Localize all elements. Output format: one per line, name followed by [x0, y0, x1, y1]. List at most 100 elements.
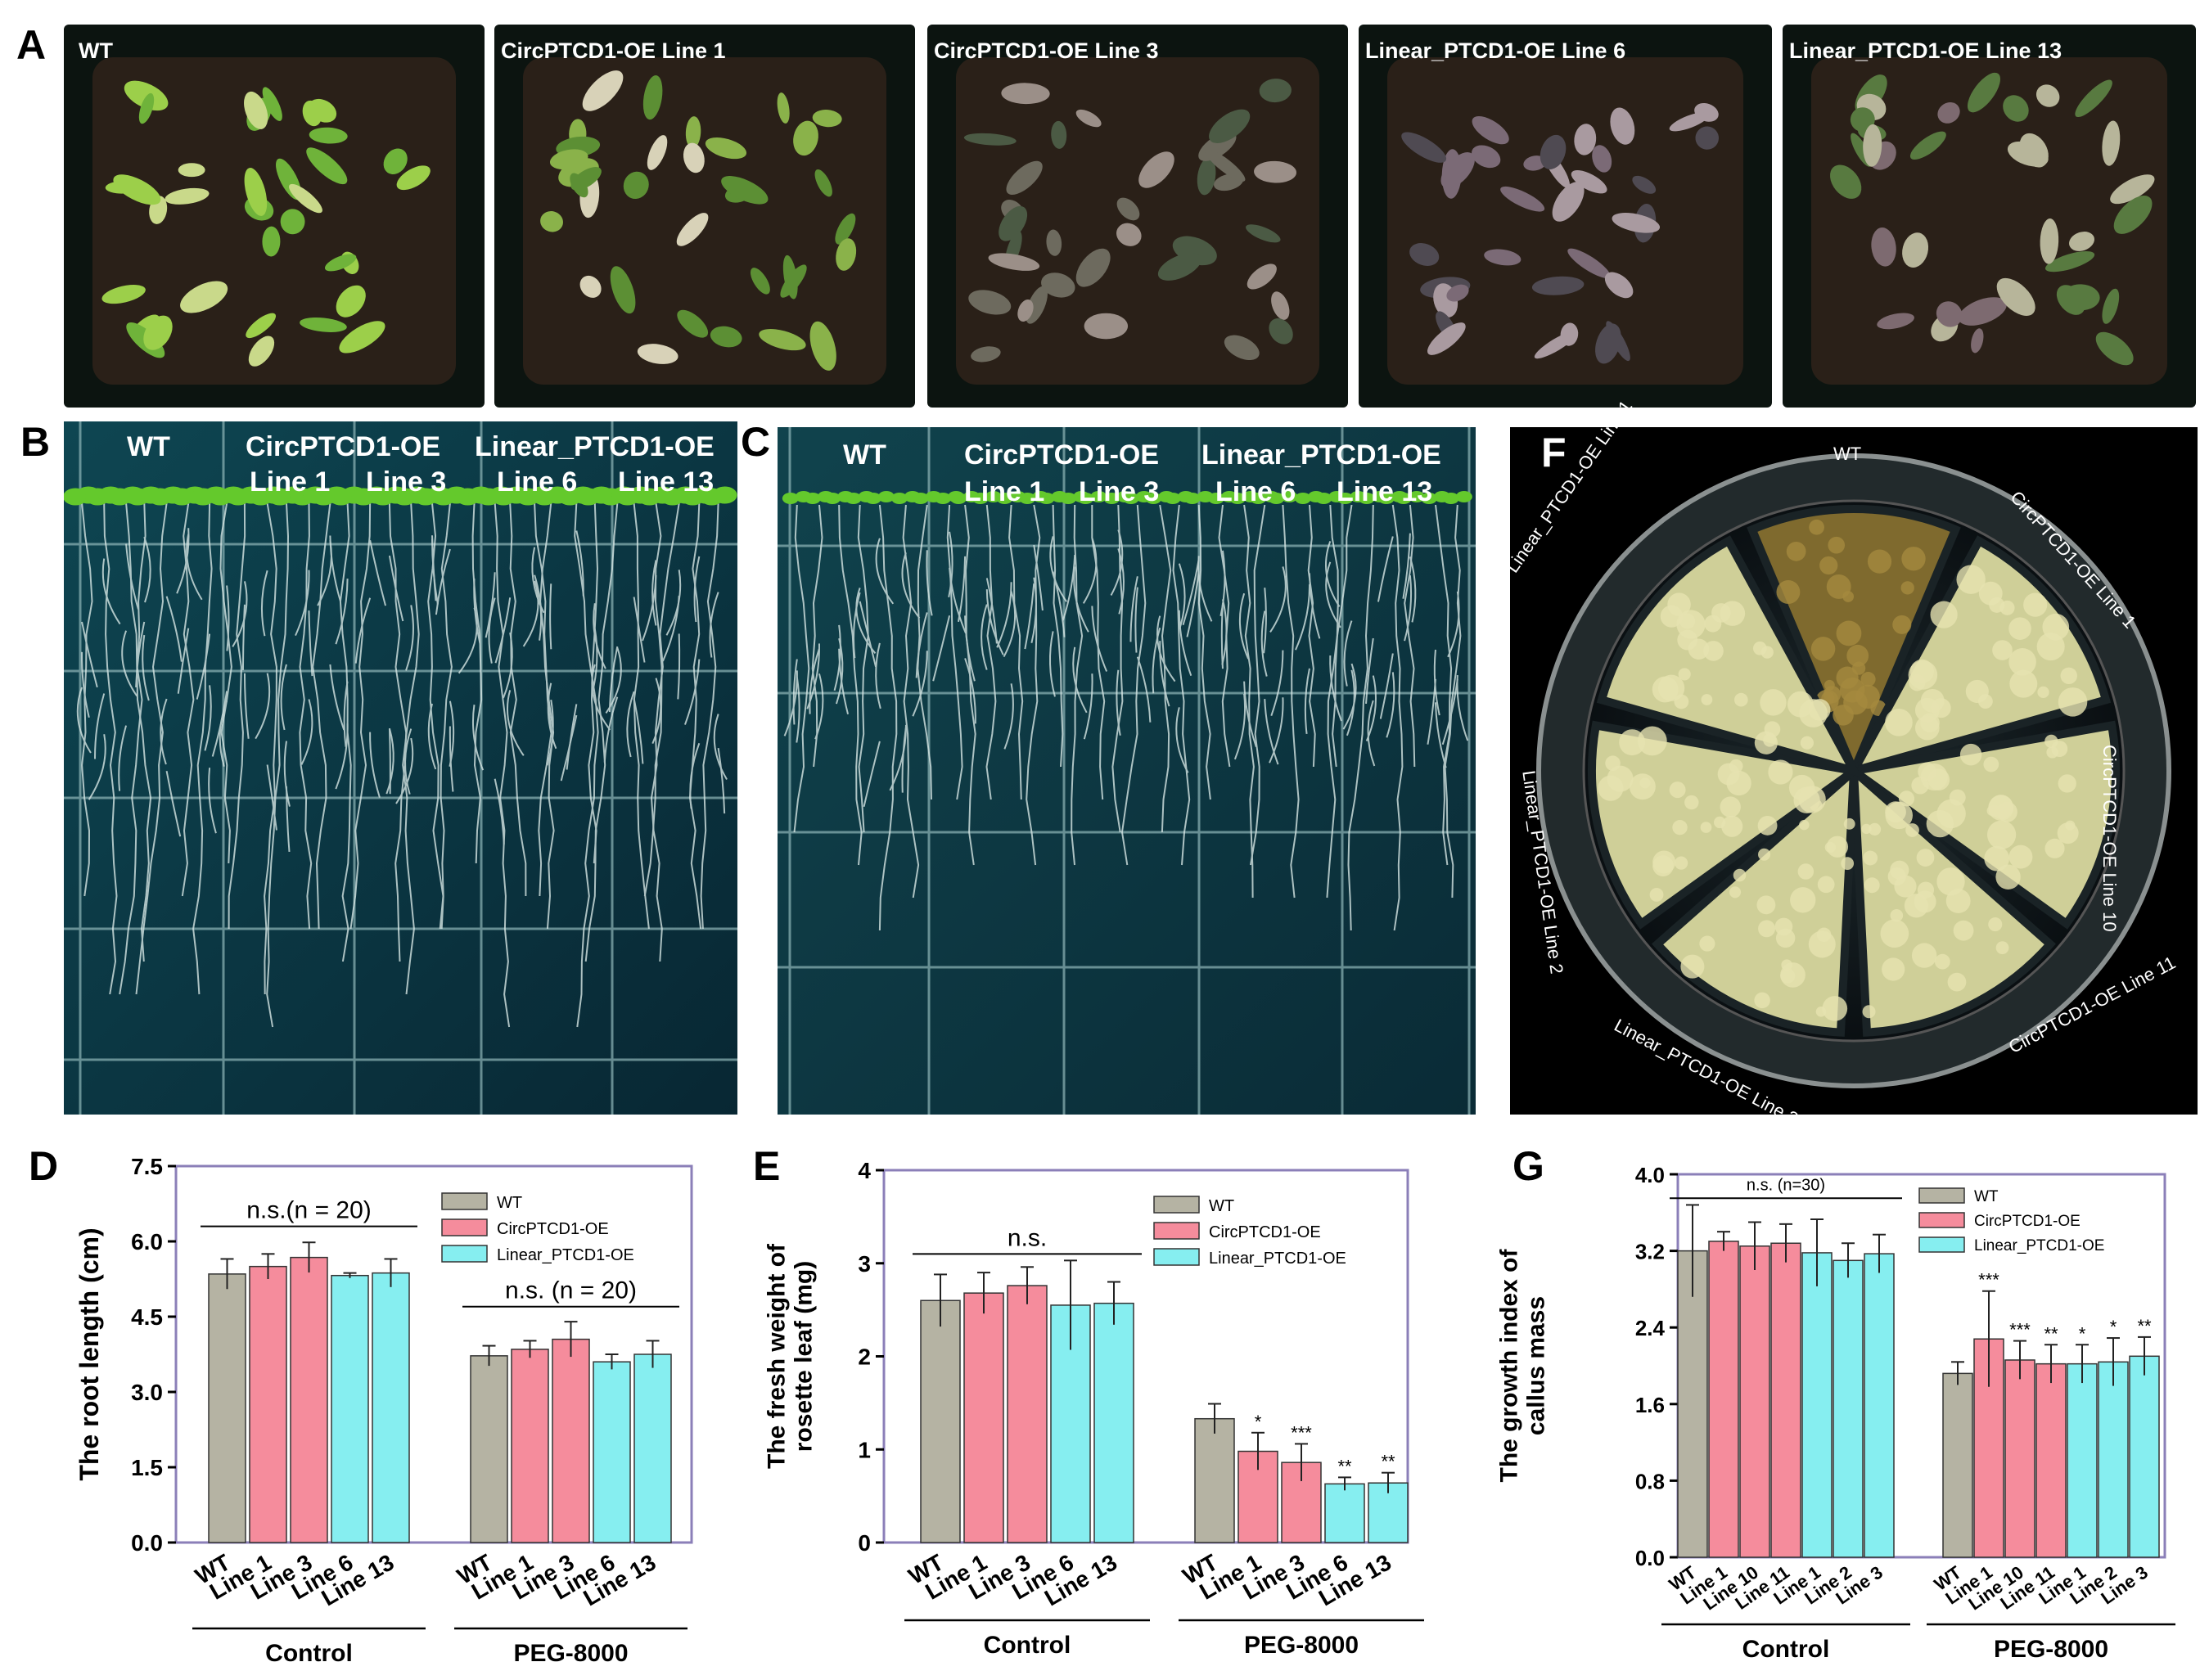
rosette-leaf [1075, 248, 1111, 287]
lateral-root [135, 621, 146, 687]
callus-clump [1863, 850, 1878, 866]
callus-clump [1892, 615, 1912, 634]
lateral-root [985, 589, 1004, 655]
callus-clump [1926, 809, 1954, 838]
cotyledon [996, 493, 1013, 504]
callus-clump [1828, 536, 1846, 554]
lateral-root [1073, 566, 1089, 633]
legend-swatch [1153, 1222, 1200, 1240]
lateral-root [473, 579, 481, 645]
y-tick-label: 4.5 [131, 1304, 163, 1330]
rosette-leaf [963, 133, 1017, 146]
callus-clump [1995, 864, 2021, 890]
rosette-leaf [759, 329, 806, 351]
legend-swatch [1918, 1187, 1965, 1204]
callus-clump [1799, 819, 1810, 831]
callus-clump [1959, 743, 1982, 766]
rosette-leaf [246, 313, 277, 339]
callus-clump [1992, 640, 2013, 660]
rosette-leaf [1574, 124, 1597, 155]
significance-mark: *** [2009, 1320, 2031, 1340]
root-strand [1091, 505, 1106, 800]
cotyledon [950, 493, 967, 504]
callus-clump [1677, 629, 1698, 651]
panel-label-c: C [741, 419, 771, 465]
panel-label-b: B [20, 419, 51, 465]
lateral-root [981, 604, 988, 670]
lateral-root [1433, 649, 1440, 716]
root-strand [266, 502, 290, 1028]
lateral-root [1343, 620, 1353, 687]
callus-clump [2058, 687, 2088, 717]
callus-clump [1918, 762, 1936, 781]
panel-label-d: D [29, 1143, 59, 1189]
rosette-leaf [1937, 102, 1960, 124]
lateral-root [1136, 656, 1152, 723]
cotyledon [1090, 491, 1107, 502]
root-strand [1172, 504, 1191, 866]
lateral-root [243, 673, 250, 739]
y-tick-label: 1 [858, 1437, 871, 1462]
lateral-root [626, 691, 635, 758]
callus-clump [1704, 615, 1722, 633]
lateral-root [835, 637, 844, 705]
callus-clump [1819, 556, 1838, 575]
callus-clump [1733, 692, 1748, 707]
rosette-leaf [1197, 157, 1216, 196]
rosette-leaf [1909, 131, 1946, 160]
bar [331, 1274, 369, 1543]
lateral-root [1269, 697, 1284, 763]
lateral-root [142, 634, 150, 701]
callus-dish-photo [1510, 427, 2198, 1115]
rosette-leaf [165, 187, 210, 205]
callus-clump [1810, 637, 1836, 661]
cotyledon [1294, 493, 1311, 504]
lateral-root [1048, 631, 1056, 697]
callus-clump [1936, 867, 1965, 896]
root-b-line13: Line 13 [618, 466, 715, 498]
callus-clump [1815, 1006, 1827, 1017]
rosette-leaf [1560, 322, 1579, 346]
lateral-root [1434, 702, 1447, 768]
callus-clump [2008, 845, 2033, 869]
bar [208, 1273, 246, 1543]
callus-clump [1652, 850, 1676, 874]
callus-clump [1836, 620, 1862, 646]
callus-clump [1930, 601, 1958, 628]
lateral-root [1033, 544, 1044, 611]
callus-clump [1808, 699, 1831, 721]
y-tick-label: 4 [858, 1158, 871, 1183]
callus-clump [1639, 777, 1651, 789]
root-strand [793, 504, 810, 833]
root-strand [964, 504, 976, 866]
lateral-root [1367, 700, 1376, 767]
root-strand [349, 502, 372, 930]
plant-photo-title-4: Linear_PTCD1-OE Line 6 [1365, 38, 1626, 63]
y-tick-label: 0.0 [1635, 1546, 1665, 1570]
callus-clump [2051, 741, 2068, 758]
lateral-root [186, 534, 203, 601]
callus-clump [1986, 820, 2017, 849]
callus-clump [1824, 679, 1835, 691]
rosette-leaf [1632, 175, 1657, 194]
callus-clump [1800, 736, 1815, 750]
root-c-header-linear: Linear_PTCD1-OE [1201, 439, 1441, 471]
chart-e-fresh-weight: 0 1 2 3 4 The fresh weight ofrosette leaf (mg… [764, 1158, 1424, 1659]
root-strand [299, 502, 313, 930]
lateral-root [280, 664, 287, 731]
lateral-root [996, 582, 1012, 648]
lateral-root [806, 643, 821, 709]
callus-clump [1790, 887, 1816, 913]
rosette-leaf [1084, 313, 1129, 340]
y-axis-label-line: The fresh weight of [764, 1243, 791, 1469]
y-tick-label: 4.0 [1635, 1163, 1665, 1187]
rosette-leaf [1427, 322, 1466, 355]
root-c-line3: Line 3 [1079, 476, 1160, 507]
cotyledon [1420, 493, 1437, 504]
lateral-root [689, 742, 701, 809]
root-strand [264, 502, 277, 995]
rosette-leaf [1531, 276, 1585, 295]
callus-clump [1775, 928, 1796, 948]
plant-photo-2 [494, 25, 915, 408]
root-strand [539, 502, 555, 930]
